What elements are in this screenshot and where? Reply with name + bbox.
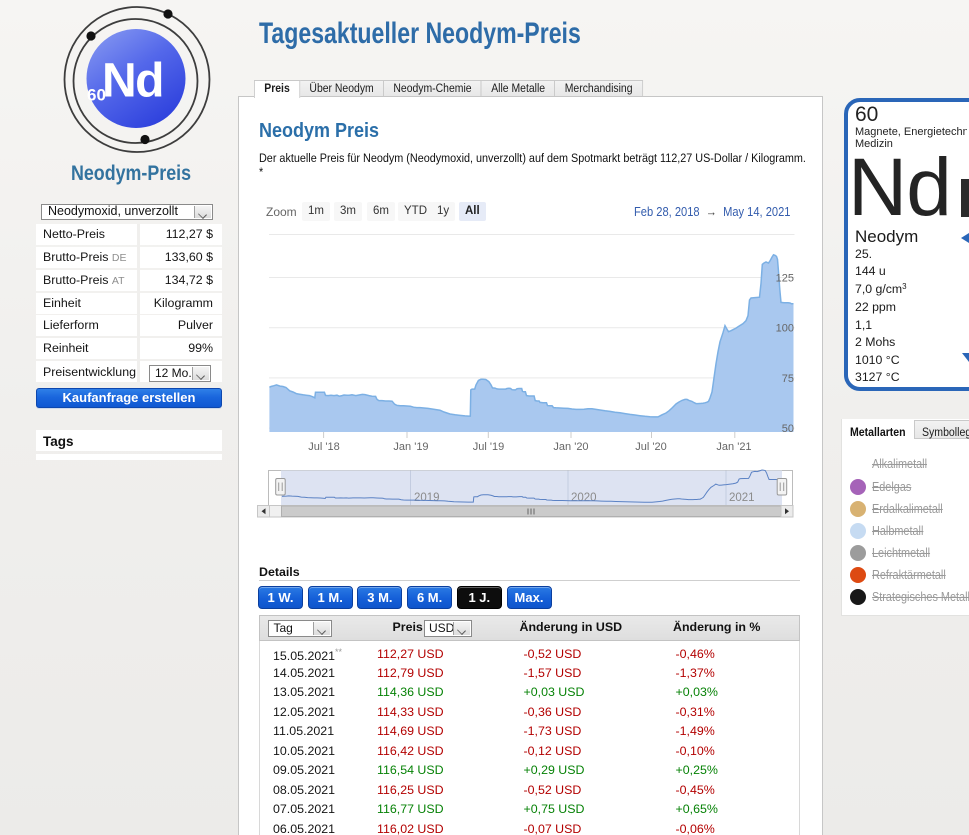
svg-text:100: 100	[776, 323, 794, 335]
svg-text:Jul '20: Jul '20	[635, 441, 666, 453]
svg-text:50: 50	[782, 423, 794, 435]
svg-text:Jan '20: Jan '20	[553, 441, 588, 453]
svg-text:125: 125	[776, 273, 794, 285]
svg-text:75: 75	[782, 373, 794, 385]
svg-text:60: 60	[87, 86, 106, 105]
svg-text:Jan '21: Jan '21	[716, 441, 751, 453]
svg-text:Jan '19: Jan '19	[393, 441, 428, 453]
svg-text:Nd: Nd	[102, 55, 163, 108]
svg-text:2020: 2020	[571, 492, 597, 504]
svg-text:2021: 2021	[729, 492, 755, 504]
svg-text:2019: 2019	[414, 492, 440, 504]
svg-text:Jul '18: Jul '18	[308, 441, 339, 453]
svg-text:Jul '19: Jul '19	[473, 441, 504, 453]
